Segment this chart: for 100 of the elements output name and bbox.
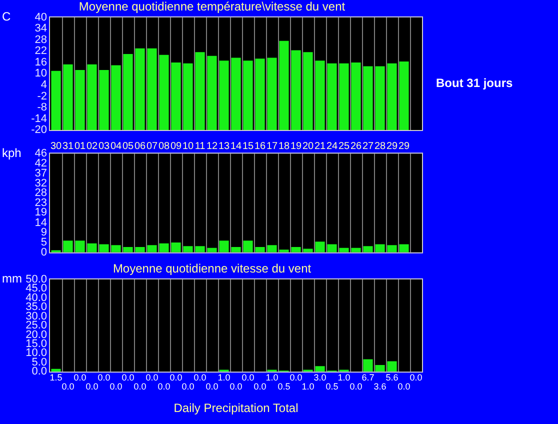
y-tick-label: 15.0 xyxy=(26,338,47,350)
data-label: 0.0 xyxy=(290,372,302,383)
bar xyxy=(351,248,361,252)
bar xyxy=(375,66,385,130)
y-tick-label: 14 xyxy=(34,216,47,229)
bar xyxy=(75,70,85,130)
data-label: 0.0 xyxy=(206,382,218,392)
x-tick-label: 09 xyxy=(170,140,182,152)
bar xyxy=(135,48,145,130)
x-axis-title: Daily Precipitation Total xyxy=(174,401,298,416)
bar xyxy=(111,245,121,252)
y-tick-label: 37 xyxy=(34,167,47,180)
bar xyxy=(267,245,277,252)
bar xyxy=(303,52,313,130)
bar xyxy=(291,50,301,130)
x-tick-label: 25 xyxy=(338,140,350,152)
bar xyxy=(279,40,289,130)
data-label: 1.0 xyxy=(266,372,278,383)
x-tick-label: 01 xyxy=(74,140,86,152)
bar xyxy=(171,242,181,252)
bar xyxy=(87,243,97,252)
y-tick-label: 46 xyxy=(34,148,47,160)
data-label: 0.0 xyxy=(410,372,422,383)
y-tick-label: 22 xyxy=(34,45,47,58)
bar xyxy=(51,70,61,130)
bar xyxy=(51,368,61,372)
bar xyxy=(111,65,121,130)
x-tick-label: 27 xyxy=(362,140,374,152)
y-axis-title: mm xyxy=(2,272,22,286)
y-tick-label: -20 xyxy=(31,124,47,136)
y-tick-label: 0.0 xyxy=(32,366,47,378)
x-tick-label: 29 xyxy=(398,140,410,152)
bar xyxy=(387,63,397,130)
bar xyxy=(75,240,85,252)
data-label: 0.0 xyxy=(230,382,242,392)
bar xyxy=(339,63,349,130)
x-tick-label: 24 xyxy=(326,140,338,152)
x-tick-label: 20 xyxy=(302,140,314,152)
y-tick-label: 32 xyxy=(34,177,47,190)
data-label: 0.0 xyxy=(146,372,158,383)
data-label: 0.0 xyxy=(182,382,194,392)
x-tick-label: 02 xyxy=(86,140,98,152)
x-tick-label: 14 xyxy=(230,140,242,152)
bar xyxy=(207,248,217,252)
x-tick-label: 07 xyxy=(146,140,158,152)
chart-title: Moyenne quotidienne vitesse du vent xyxy=(112,262,312,276)
y-tick-label: 5 xyxy=(40,236,47,249)
bar xyxy=(123,54,133,130)
y-tick-label: 9 xyxy=(40,226,47,239)
bar xyxy=(135,247,145,252)
bar xyxy=(159,54,169,130)
y-tick-label: -2 xyxy=(37,90,47,102)
bar xyxy=(399,244,409,252)
y-tick-label: 50.0 xyxy=(26,273,47,286)
x-tick-label: 26 xyxy=(350,140,362,152)
data-label: 1.0 xyxy=(218,372,230,383)
data-label: 0.0 xyxy=(86,382,98,392)
y-tick-label: 5.0 xyxy=(32,356,47,368)
data-label: 0.0 xyxy=(98,372,110,383)
chart-title: Moyenne quotidienne température\vitesse du vent xyxy=(78,0,346,14)
bar xyxy=(315,366,325,372)
bar xyxy=(183,246,193,252)
y-tick-label: 16 xyxy=(34,56,47,68)
bar xyxy=(219,60,229,130)
y-tick-label: 42 xyxy=(34,157,47,170)
bar xyxy=(327,244,337,252)
bar xyxy=(231,58,241,130)
text: Bout 31 jours xyxy=(436,76,513,90)
data-label: 0.0 xyxy=(62,382,74,392)
data-label: 0.0 xyxy=(74,372,86,383)
x-tick-label: 08 xyxy=(158,140,170,152)
data-label: 0.0 xyxy=(254,382,266,392)
x-tick-label: 11 xyxy=(194,140,206,152)
bar xyxy=(267,58,277,130)
y-tick-label: 34 xyxy=(34,22,47,35)
bar xyxy=(291,247,301,252)
data-label: 1.5 xyxy=(50,372,62,383)
bar xyxy=(243,60,253,130)
x-tick-label: 17 xyxy=(266,140,278,152)
bar xyxy=(147,48,157,130)
x-tick-label: 19 xyxy=(290,140,302,152)
data-label: 3.6 xyxy=(374,382,386,392)
x-tick-label: 06 xyxy=(134,140,146,152)
data-label: 0.0 xyxy=(122,372,134,383)
x-tick-label: 13 xyxy=(218,140,230,152)
bar xyxy=(279,250,289,252)
data-label: 0.5 xyxy=(326,382,338,392)
bar xyxy=(255,58,265,130)
data-label: 1.0 xyxy=(338,372,350,383)
bar xyxy=(351,62,361,130)
bar xyxy=(315,242,325,252)
x-tick-label: 16 xyxy=(254,140,266,152)
y-tick-label: 19 xyxy=(34,206,47,219)
x-tick-label: 30 xyxy=(50,140,62,152)
y-axis-title: C xyxy=(2,10,11,24)
y-tick-label: 28 xyxy=(34,34,47,46)
data-label: 0.0 xyxy=(134,382,146,392)
bar xyxy=(387,245,397,252)
y-tick-label: 10 xyxy=(34,68,47,80)
data-label: 0.0 xyxy=(194,372,206,383)
